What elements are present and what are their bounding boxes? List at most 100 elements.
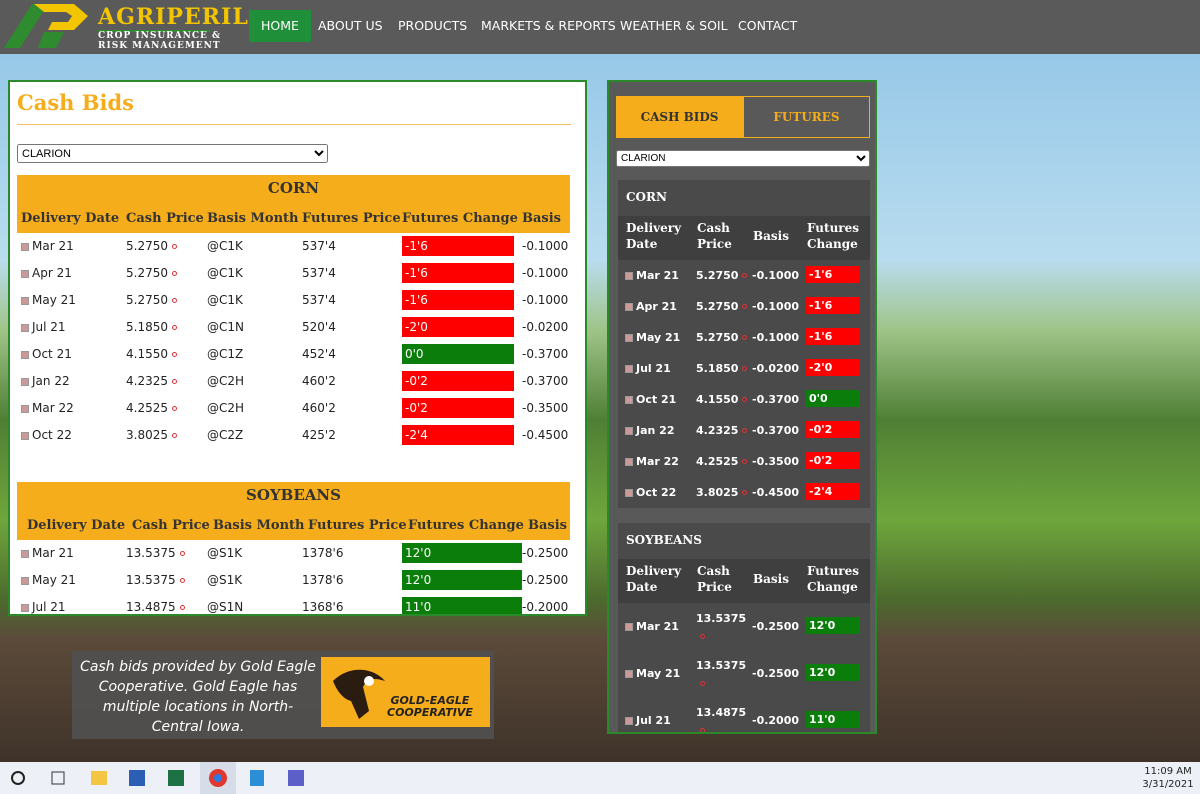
column-header: Delivery Date [27,518,126,533]
futures-change: -0'2 [402,371,514,391]
tab-active[interactable]: CASH BIDS [616,96,743,138]
delivery-date: Jul 21 [625,714,671,727]
futures-change: -2'0 [806,358,860,376]
futures-change: -1'6 [402,290,514,310]
delivery-date: May 21 [21,293,76,307]
cash-price: 5.2750 [126,239,177,253]
futures-price: 1368'6 [302,600,344,614]
basis: -0.4500 [522,428,569,442]
column-header: Basis [753,572,789,586]
cash-price: 5.2750 [696,300,748,313]
site-header: AGRIPERIL CROP INSURANCE & RISK MANAGEMEN… [0,0,1200,54]
delivery-date: Apr 21 [21,266,72,280]
futures-change: -2'4 [806,482,860,500]
panel-title: Cash Bids [17,90,134,115]
basis: -0.1000 [752,268,800,282]
price-marker [742,396,748,402]
nav-link[interactable]: MARKETS & REPORTS [481,18,616,33]
section-title: SOYBEANS [626,533,702,547]
price-marker [172,352,177,357]
price-marker [700,727,705,732]
nav-link[interactable]: HOME [249,10,311,42]
title-rule [17,124,571,125]
column-header: Basis [753,229,789,243]
price-marker [179,578,185,583]
basis: -0.0200 [752,361,800,375]
row-icon [21,432,29,440]
futures-change: 12'0 [402,570,522,590]
column-header: Futures Price [302,211,401,226]
delivery-date: Mar 21 [625,620,679,633]
futures-price: 425'2 [302,428,336,442]
row-icon [625,488,633,497]
row-icon [21,577,29,585]
cash-price: 13.4875 [126,600,185,614]
delivery-date: Oct 21 [625,393,676,406]
basis-month: @C1K [207,239,243,253]
nav-link[interactable]: PRODUCTS [398,18,468,33]
column-header: Futures Change [807,221,860,251]
price-marker [742,334,748,340]
row-icon [21,243,29,251]
futures-price: 537'4 [302,266,336,280]
price-marker [172,379,177,384]
cash-price: 4.2525 [126,401,177,415]
column-header: Basis [522,211,561,226]
futures-price: 460'2 [302,374,336,388]
location-select[interactable]: CLARION [17,144,328,163]
delivery-date: Oct 21 [21,347,72,361]
basis: -0.1000 [752,299,800,313]
section-header: SOYBEANS Delivery Date Cash Price Basis Mon… [17,482,570,540]
row-icon [21,351,29,359]
cash-price: 5.1850 [126,320,177,334]
futures-change: -0'2 [806,451,860,469]
futures-change: -2'4 [402,425,514,445]
price-marker [179,605,185,610]
futures-change: -2'0 [402,317,514,337]
partner-name: GOLD-EAGLE COOPERATIVE [387,695,473,719]
nav-link[interactable]: ABOUT US [318,18,383,33]
location-select[interactable]: CLARION [616,150,870,167]
section-title: CORN [267,179,320,197]
delivery-date: Oct 22 [21,428,72,442]
row-icon [625,716,633,725]
column-header: Futures Price [308,518,407,533]
basis: -0.3500 [752,454,800,468]
basis: -0.2500 [522,573,569,587]
futures-price: 537'4 [302,293,336,307]
basis: -0.3700 [752,423,800,437]
delivery-date: Mar 21 [625,269,679,282]
cash-price: 5.2750 [126,293,177,307]
price-marker [742,272,748,278]
section-block: SOYBEANS Delivery Date Cash Price Basis Futu… [618,523,870,732]
basis-month: @C2Z [207,428,244,442]
futures-change: -1'6 [806,265,860,283]
futures-price: 452'4 [302,347,336,361]
cash-price: 5.2750 [696,331,748,344]
nav-link[interactable]: CONTACT [738,18,798,33]
row-icon [625,302,633,311]
price-marker [742,365,748,371]
futures-change: -1'6 [402,236,514,256]
cash-price: 5.1850 [696,362,748,375]
row-icon [21,378,29,386]
nav-link[interactable]: WEATHER & SOIL [620,18,728,33]
tab[interactable]: FUTURES [743,96,870,138]
price-marker [172,325,177,330]
cash-price: 13.5375 [696,657,746,693]
delivery-date: Mar 21 [21,546,74,560]
basis-month: @C1K [207,293,243,307]
delivery-date: May 21 [625,331,680,344]
basis: -0.4500 [752,485,800,499]
basis: -0.1000 [522,293,569,307]
brand-rule [98,30,210,32]
row-icon [21,324,29,332]
column-header: Futures Change [402,211,518,226]
futures-price: 1378'6 [302,573,344,587]
logo-mark [4,4,88,48]
section-block: CORN Delivery Date Cash Price Basis Futures … [618,180,870,508]
basis: -0.1000 [522,266,569,280]
price-marker [700,680,705,686]
